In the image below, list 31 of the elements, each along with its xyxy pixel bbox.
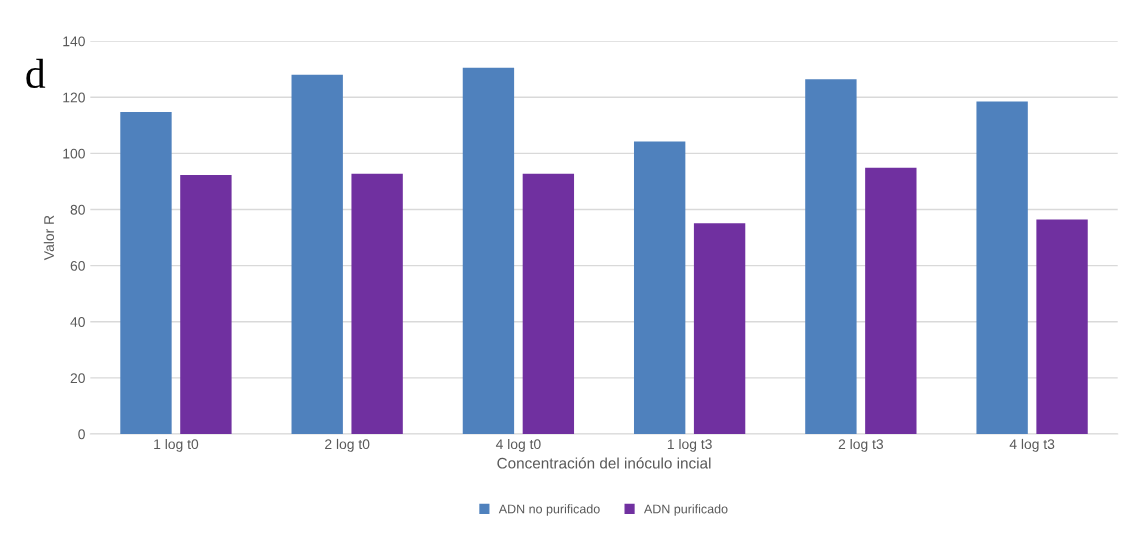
text: d — [26, 58, 46, 89]
bar — [462, 67, 515, 435]
bar — [693, 223, 746, 435]
bar — [633, 141, 686, 435]
y-tick-label: 140 — [63, 36, 85, 47]
bar — [1036, 219, 1088, 435]
bar — [865, 167, 917, 435]
y-tick-label: 40 — [70, 317, 85, 327]
bar — [976, 101, 1028, 435]
x-tick-label: 1 log t3 — [667, 438, 712, 452]
legend-label: ADN purificado — [643, 504, 728, 516]
bar — [805, 79, 857, 435]
x-tick-label: 4 log t0 — [495, 438, 541, 452]
bar — [291, 74, 343, 435]
y-tick-label: 120 — [63, 92, 85, 103]
legend-label: ADN no purificado — [498, 504, 600, 516]
x-tick-label: 2 log t3 — [838, 438, 884, 452]
bar — [180, 174, 232, 435]
bar — [120, 112, 172, 435]
y-tick-label: 60 — [70, 260, 85, 271]
y-tick-label: 0 — [78, 429, 85, 440]
y-tick-label: 100 — [63, 148, 85, 159]
y-tick-label: 20 — [70, 373, 85, 384]
x-tick-label: 2 log t0 — [325, 438, 370, 452]
bar — [351, 173, 403, 435]
x-tick-label: 4 log t3 — [1009, 438, 1055, 452]
bar — [522, 173, 575, 435]
y-axis-title: Valor R — [43, 215, 54, 261]
x-axis-title: Concentración del inóculo incial — [497, 457, 711, 469]
y-tick-label: 80 — [70, 204, 85, 215]
x-tick-label: 1 log t0 — [154, 438, 199, 452]
